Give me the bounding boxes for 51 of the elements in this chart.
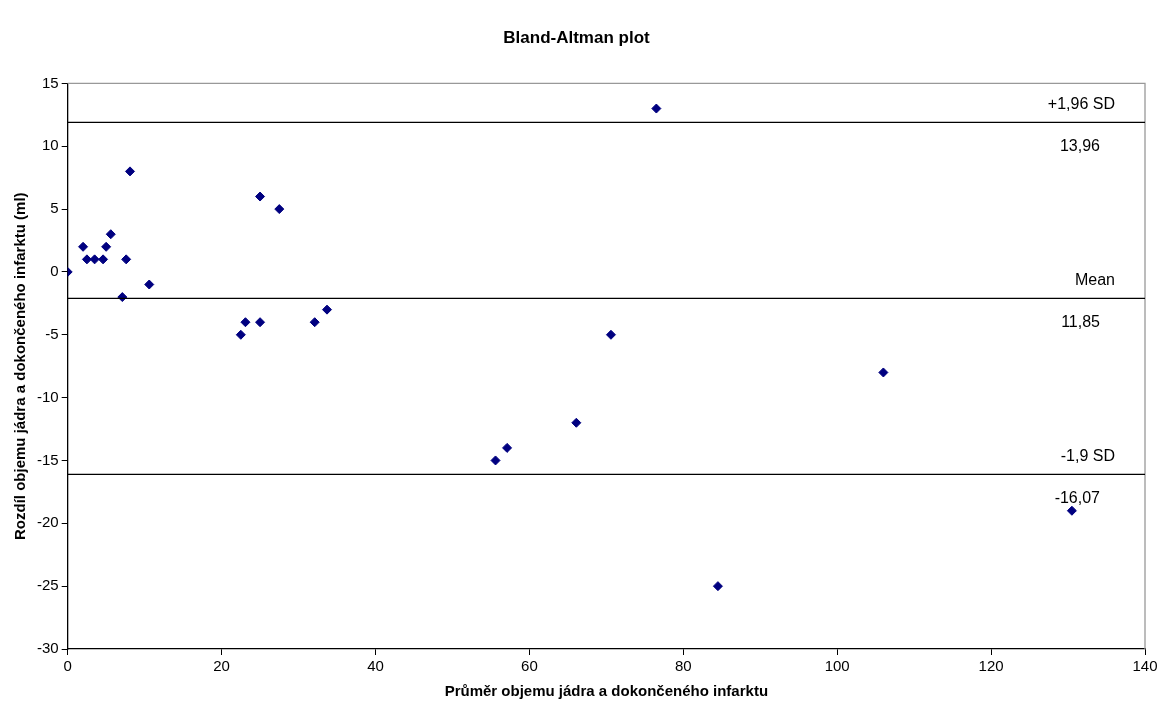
point: [571, 417, 582, 428]
point: [89, 254, 100, 265]
point: [255, 317, 266, 328]
chart-title: Bland-Altman plot: [503, 27, 651, 47]
point: [712, 581, 723, 592]
y-tick-label: -20: [36, 513, 59, 531]
x-tick-label: 0: [63, 657, 72, 675]
point: [144, 279, 155, 290]
annotation: 13,96: [1059, 136, 1101, 154]
y-tick-label: 15: [41, 73, 59, 91]
point: [1066, 505, 1077, 516]
x-tick-label: 100: [824, 657, 850, 675]
annotation: -16,07: [1054, 488, 1101, 506]
point: [309, 317, 320, 328]
y-tick-label: 5: [50, 199, 59, 217]
ref-line-label: +1,96 SD: [1047, 94, 1115, 112]
y-tick-label: -5: [45, 324, 59, 342]
point: [878, 367, 889, 378]
x-tick-label: 60: [521, 657, 538, 675]
point: [235, 329, 246, 340]
point: [98, 254, 109, 265]
point: [240, 317, 251, 328]
x-tick-label: 20: [213, 657, 230, 675]
x-tick-label: 140: [1132, 657, 1158, 675]
y-axis-title: Rozdíl objemu jádra a dokončeného infarktu (ml): [11, 192, 29, 540]
y-tick-label: 10: [41, 136, 59, 154]
point: [605, 329, 616, 340]
annotation: 11,85: [1061, 312, 1101, 330]
y-tick-label: -25: [36, 576, 59, 594]
point: [322, 304, 333, 315]
point: [274, 204, 285, 215]
x-tick-label: 40: [367, 657, 384, 675]
point: [651, 103, 662, 114]
y-tick-label: -30: [36, 639, 59, 657]
x-axis-title: Průměr objemu jádra a dokončeného infarktu: [444, 682, 769, 700]
x-tick-label: 120: [978, 657, 1004, 675]
point: [490, 455, 501, 466]
point: [101, 241, 112, 252]
point: [502, 442, 513, 453]
point: [255, 191, 266, 202]
y-tick-label: -10: [36, 387, 59, 405]
ref-line-label: -1,9 SD: [1060, 446, 1115, 464]
point: [121, 254, 132, 265]
x-tick-label: 80: [674, 657, 692, 675]
point: [81, 254, 92, 265]
point: [105, 229, 116, 240]
y-tick-label: 0: [50, 262, 59, 280]
point: [125, 166, 136, 177]
ref-line-label: Mean: [1074, 270, 1115, 288]
point: [78, 241, 89, 252]
y-tick-label: -15: [36, 450, 59, 468]
